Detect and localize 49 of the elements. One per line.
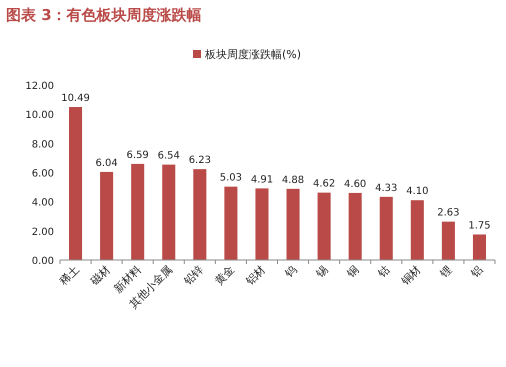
y-tick-label: 2.00	[32, 226, 54, 238]
bar	[348, 192, 362, 260]
x-tick-label: 铅锌	[180, 262, 206, 288]
x-tick-label: 磁材	[87, 262, 113, 288]
y-tick-label: 6.00	[32, 168, 54, 180]
y-tick-label: 8.00	[32, 139, 54, 150]
bar	[472, 234, 486, 260]
data-label: 4.33	[375, 182, 398, 194]
bar	[410, 200, 424, 260]
bar	[286, 188, 300, 260]
data-label: 10.49	[61, 93, 90, 104]
data-label: 4.88	[282, 174, 304, 186]
data-label: 6.23	[188, 155, 211, 166]
x-tick-label: 稀土	[56, 262, 82, 288]
data-label: 4.10	[406, 186, 428, 198]
data-label: 6.59	[126, 150, 149, 161]
bar	[131, 164, 144, 260]
y-tick-label: 12.00	[25, 81, 54, 92]
bar	[380, 196, 393, 260]
bar	[69, 107, 82, 260]
data-label: 6.54	[158, 150, 180, 162]
data-label: 2.63	[437, 208, 460, 219]
y-tick-label: 0.00	[32, 256, 54, 267]
y-tick-label: 4.00	[32, 198, 54, 209]
x-tick-label: 锡	[312, 262, 330, 281]
bar	[162, 164, 176, 260]
legend-label: 板块周度涨跌幅(%)	[204, 48, 302, 61]
bar	[255, 188, 268, 260]
x-tick-label: 锂	[436, 262, 455, 281]
x-tick-label: 铝材	[242, 262, 268, 288]
data-label: 6.04	[95, 158, 118, 169]
bar	[224, 186, 238, 260]
data-label: 4.60	[344, 178, 366, 190]
data-label: 5.03	[220, 172, 242, 184]
x-tick-label: 铝	[468, 262, 486, 281]
data-label: 4.91	[250, 174, 274, 186]
bar	[442, 222, 455, 260]
x-tick-label: 铜	[344, 262, 362, 281]
chart-title: 图表 3：有色板块周度涨跌幅	[6, 6, 202, 24]
data-label: 4.62	[312, 178, 336, 190]
x-tick-label: 铜材	[398, 262, 424, 288]
y-tick-label: 10.00	[25, 110, 54, 122]
x-tick-label: 钴	[374, 262, 392, 281]
x-tick-label: 钨	[281, 262, 300, 281]
bar	[193, 169, 206, 260]
data-label: 1.75	[468, 220, 491, 232]
x-tick-label: 黄金	[212, 262, 238, 288]
bar	[100, 172, 114, 260]
bar	[318, 192, 331, 260]
